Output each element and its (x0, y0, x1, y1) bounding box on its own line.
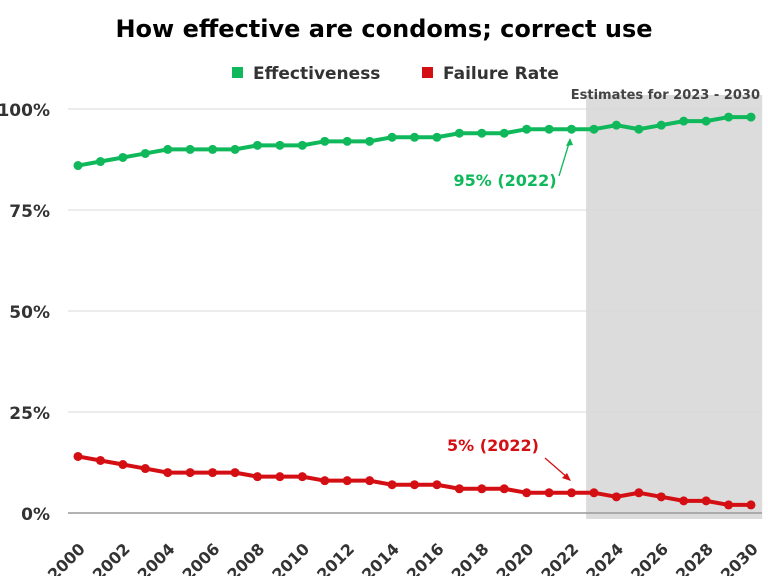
annotation-effectiveness-2022: 95% (2022) (453, 171, 556, 190)
legend-label-failure-rate: Failure Rate (443, 64, 559, 84)
data-point-effectiveness (73, 161, 83, 171)
data-point-failure-rate (724, 500, 734, 510)
data-point-failure-rate (522, 488, 532, 498)
data-point-effectiveness (342, 136, 352, 146)
x-tick-label: 2016 (403, 539, 448, 576)
data-point-failure-rate (208, 468, 218, 478)
data-point-effectiveness (275, 140, 285, 150)
x-tick-label: 2006 (179, 539, 224, 576)
data-point-failure-rate (454, 484, 464, 494)
data-point-failure-rate (73, 451, 83, 461)
data-point-failure-rate (544, 488, 554, 498)
x-tick-label: 2002 (89, 539, 134, 576)
x-tick-label: 2010 (268, 539, 313, 576)
data-point-failure-rate (611, 492, 621, 502)
data-point-failure-rate (118, 460, 128, 470)
data-point-effectiveness (656, 120, 666, 130)
data-point-failure-rate (297, 472, 307, 482)
y-tick-label: 75% (9, 202, 50, 222)
data-point-failure-rate (163, 468, 173, 478)
data-point-failure-rate (275, 472, 285, 482)
annotation-failure-rate-2022: 5% (2022) (447, 436, 539, 455)
data-point-effectiveness (679, 116, 689, 126)
x-tick-label: 2022 (537, 539, 582, 576)
data-point-effectiveness (522, 124, 532, 134)
data-point-failure-rate (634, 488, 644, 498)
data-point-failure-rate (387, 480, 397, 490)
data-point-failure-rate (499, 484, 509, 494)
data-point-effectiveness (297, 140, 307, 150)
data-point-effectiveness (208, 144, 218, 154)
x-tick-label: 2028 (672, 539, 717, 576)
estimate-shaded-region (586, 95, 763, 519)
data-point-failure-rate (567, 488, 577, 498)
data-point-failure-rate (477, 484, 487, 494)
legend-label-effectiveness: Effectiveness (253, 64, 380, 84)
legend-swatch-failure-rate (422, 67, 433, 78)
data-point-failure-rate (185, 468, 195, 478)
x-tick-label: 2020 (493, 539, 538, 576)
data-point-effectiveness (567, 124, 577, 134)
data-point-failure-rate (679, 496, 689, 506)
x-tick-label: 2030 (717, 539, 762, 576)
data-point-failure-rate (95, 455, 105, 465)
x-tick-label: 2024 (582, 539, 627, 576)
y-tick-label: 50% (9, 303, 50, 323)
data-point-effectiveness (252, 140, 262, 150)
data-point-effectiveness (454, 128, 464, 138)
y-tick-label: 0% (21, 505, 50, 525)
annotation-arrow-effectiveness (558, 139, 571, 177)
y-tick-label: 100% (0, 101, 50, 121)
data-point-effectiveness (185, 144, 195, 154)
data-point-effectiveness (320, 136, 330, 146)
data-point-effectiveness (230, 144, 240, 154)
data-point-effectiveness (701, 116, 711, 126)
data-point-effectiveness (140, 148, 150, 158)
data-point-effectiveness (410, 132, 419, 142)
data-point-effectiveness (118, 152, 128, 162)
chart-title: How effective are condoms; correct use (115, 15, 652, 43)
x-tick-label: 2000 (44, 539, 89, 576)
data-point-effectiveness (477, 128, 487, 138)
data-point-effectiveness (163, 144, 173, 154)
data-point-failure-rate (252, 472, 262, 482)
data-point-effectiveness (589, 124, 599, 134)
data-point-failure-rate (320, 476, 330, 486)
data-point-failure-rate (432, 480, 442, 490)
data-point-effectiveness (544, 124, 554, 134)
data-point-effectiveness (746, 112, 756, 122)
data-point-effectiveness (95, 157, 105, 167)
y-tick-label: 25% (9, 404, 50, 424)
annotation-arrow-failure-rate (544, 457, 569, 479)
x-tick-label: 2026 (627, 539, 672, 576)
data-point-effectiveness (432, 132, 442, 142)
data-point-effectiveness (387, 132, 397, 142)
x-tick-label: 2014 (358, 539, 403, 576)
data-point-failure-rate (230, 468, 240, 478)
x-tick-label: 2018 (448, 539, 493, 576)
annotation-arrowhead-effectiveness (566, 138, 573, 146)
data-point-failure-rate (746, 500, 756, 510)
data-point-effectiveness (499, 128, 509, 138)
data-point-effectiveness (634, 124, 644, 134)
data-point-failure-rate (410, 480, 419, 490)
shaded-region-label: Estimates for 2023 - 2030 (571, 88, 760, 103)
annotation-arrowhead-failure-rate (562, 473, 571, 481)
data-point-effectiveness (611, 120, 621, 130)
legend-swatch-effectiveness (232, 67, 243, 78)
data-point-failure-rate (140, 464, 150, 474)
data-point-failure-rate (342, 476, 352, 486)
data-point-failure-rate (365, 476, 375, 486)
legend: Effectiveness Failure Rate (232, 64, 559, 84)
x-tick-label: 2004 (134, 539, 179, 576)
x-tick-label: 2008 (223, 539, 268, 576)
data-point-effectiveness (724, 112, 734, 122)
data-point-failure-rate (589, 488, 599, 498)
x-tick-label: 2012 (313, 539, 358, 576)
data-point-failure-rate (701, 496, 711, 506)
data-point-failure-rate (656, 492, 666, 502)
data-point-effectiveness (365, 136, 375, 146)
